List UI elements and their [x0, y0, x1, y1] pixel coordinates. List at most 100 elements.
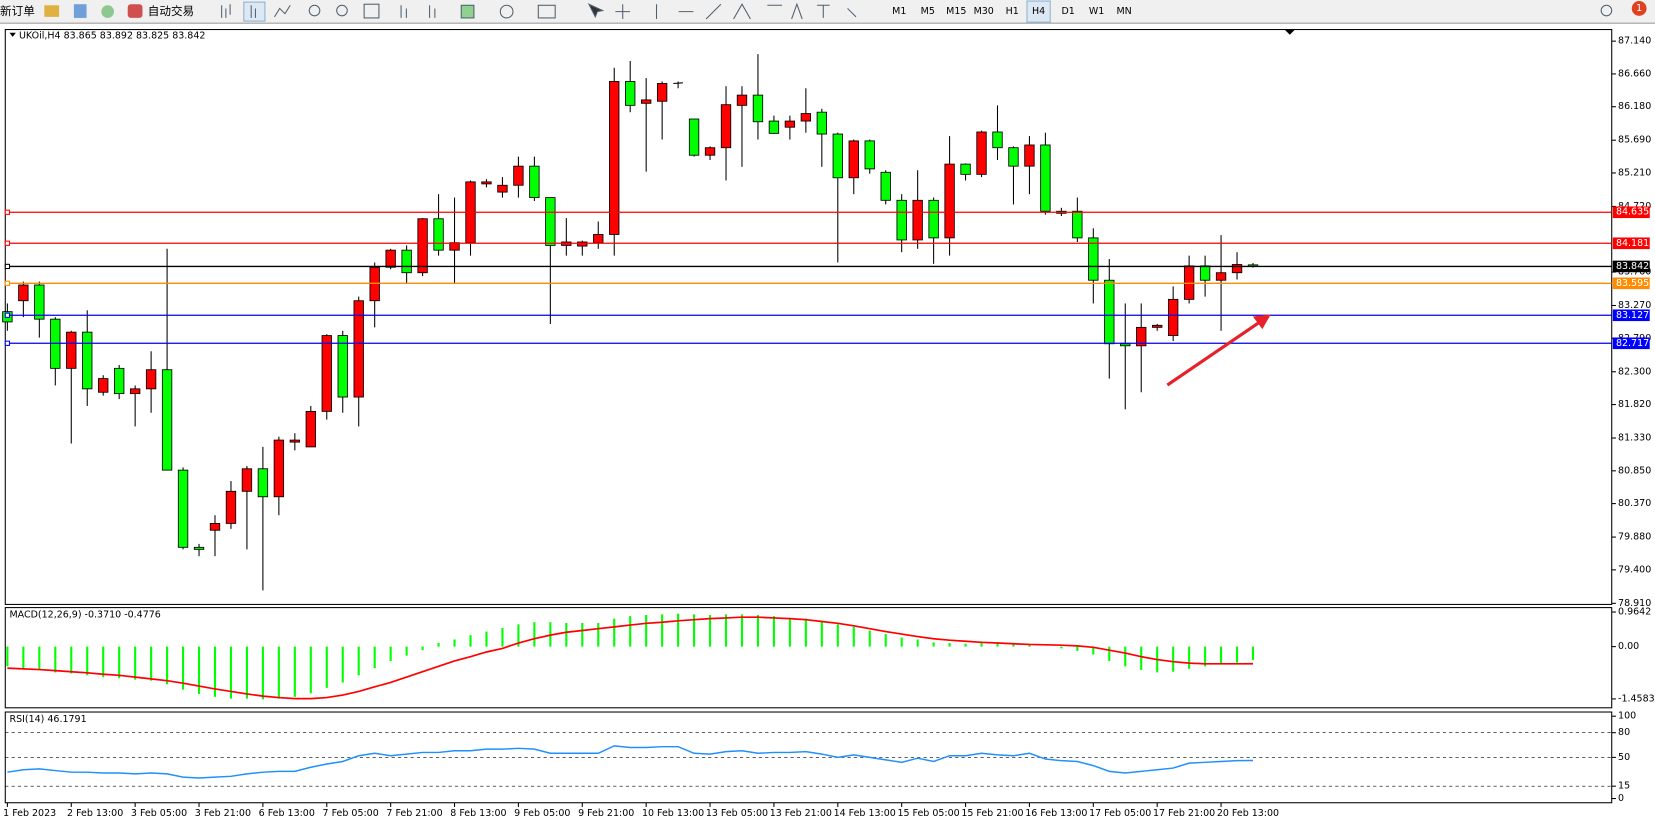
- toolbar-icons: [221, 1, 1613, 22]
- y-tick-label: 80.370: [1618, 498, 1651, 509]
- candle-body: [625, 81, 636, 106]
- x-tick-label: 7 Feb 21:00: [386, 808, 442, 819]
- candle-body: [1183, 265, 1195, 300]
- timeframe-button[interactable]: MN: [1116, 6, 1131, 17]
- y-tick-label: 83.270: [1618, 300, 1651, 311]
- symbol-menu[interactable]: [9, 32, 16, 37]
- icon[interactable]: [243, 1, 266, 22]
- candle-body: [161, 369, 173, 471]
- icon[interactable]: [537, 4, 556, 19]
- candle-body: [976, 131, 987, 175]
- timeframe-button[interactable]: D1: [1061, 6, 1074, 17]
- x-tick-label: 9 Feb 21:00: [578, 808, 634, 819]
- icon[interactable]: [308, 4, 321, 17]
- candle-body: [321, 335, 332, 412]
- new-order-button[interactable]: 新订单: [0, 4, 35, 18]
- level-handle: [4, 340, 11, 346]
- candle-body: [1104, 279, 1115, 345]
- y-tick-label: 80.850: [1618, 465, 1651, 476]
- icon[interactable]: [250, 5, 256, 18]
- candle-body: [609, 81, 620, 235]
- level-label-box: [1612, 277, 1650, 290]
- candle-body: [513, 165, 524, 186]
- timeframe-button[interactable]: M30: [974, 6, 994, 17]
- candle-body: [82, 331, 93, 390]
- x-tick-label: 13 Feb 05:00: [706, 808, 768, 819]
- candle-body: [34, 284, 45, 320]
- candle-body: [1040, 144, 1051, 212]
- level-label-box: [1612, 309, 1650, 322]
- candle-body: [273, 439, 285, 498]
- icon[interactable]: [655, 2, 857, 20]
- candle-body: [688, 118, 700, 156]
- icon[interactable]: [400, 5, 407, 18]
- candle-body: [848, 140, 859, 179]
- icon[interactable]: [101, 5, 114, 18]
- level-handle: [4, 209, 11, 215]
- icon[interactable]: [615, 4, 631, 19]
- candle-body: [145, 369, 157, 390]
- icon[interactable]: [460, 4, 475, 19]
- candle-body: [1167, 298, 1179, 336]
- candle-body: [752, 94, 764, 123]
- y-tick-label: 50: [1618, 752, 1630, 763]
- candle-body: [177, 469, 189, 548]
- x-tick-label: 3 Feb 05:00: [131, 808, 187, 819]
- auto-trade-icon[interactable]: [127, 4, 143, 18]
- macd-panel: [4, 607, 1613, 709]
- candle-body: [129, 388, 141, 395]
- candle-body: [209, 522, 221, 531]
- candle-body: [896, 199, 907, 241]
- candle-body: [98, 378, 109, 393]
- timeframe-button[interactable]: M15: [946, 6, 966, 17]
- candle-body: [1215, 272, 1227, 281]
- timeframe-button[interactable]: W1: [1089, 6, 1104, 17]
- icon[interactable]: [499, 4, 514, 19]
- annotation-arrow: [1166, 318, 1265, 387]
- icon[interactable]: [273, 4, 291, 18]
- main-panel: [4, 29, 1613, 605]
- candle-body: [1072, 210, 1083, 239]
- notification-count: 1: [1636, 3, 1642, 14]
- candle-body: [1008, 147, 1019, 167]
- x-tick-label: 13 Feb 21:00: [770, 808, 832, 819]
- candle-body: [960, 163, 971, 175]
- y-tick-label: 86.660: [1618, 68, 1651, 79]
- y-tick-label: 85.210: [1618, 167, 1651, 178]
- icon[interactable]: [44, 5, 60, 17]
- timeframe-button[interactable]: H1: [1006, 6, 1019, 17]
- candle-body: [720, 104, 732, 149]
- timeframe-button[interactable]: M5: [921, 6, 935, 17]
- candle-body: [529, 165, 540, 198]
- icon[interactable]: [429, 5, 436, 18]
- x-tick-label: 9 Feb 05:00: [514, 808, 570, 819]
- candle-body: [337, 335, 348, 398]
- notification-badge[interactable]: [1631, 1, 1647, 16]
- icon[interactable]: [336, 4, 348, 17]
- icon[interactable]: [587, 3, 605, 19]
- candle-body: [1120, 343, 1131, 347]
- x-tick-label: 7 Feb 05:00: [323, 808, 379, 819]
- level-label-box: [1612, 206, 1650, 219]
- x-tick-label: 6 Feb 13:00: [259, 808, 315, 819]
- icon[interactable]: [73, 4, 87, 18]
- auto-trade-button[interactable]: 自动交易: [148, 4, 194, 18]
- timeframe-button[interactable]: H4: [1032, 6, 1045, 17]
- y-tick-label: 87.140: [1618, 36, 1651, 47]
- candle-body: [1231, 264, 1243, 274]
- y-tick-label: 82.300: [1618, 366, 1651, 377]
- x-tick-label: 16 Feb 13:00: [1025, 808, 1087, 819]
- candle-body: [816, 111, 828, 135]
- icon[interactable]: [363, 3, 380, 19]
- candle-body: [193, 546, 205, 550]
- timeframe-button[interactable]: M1: [892, 6, 906, 17]
- level-handle: [4, 240, 11, 246]
- search-icon[interactable]: [1600, 4, 1613, 17]
- level-label-box: [1612, 337, 1650, 350]
- x-tick-label: 20 Feb 13:00: [1217, 808, 1279, 819]
- icon[interactable]: [221, 4, 231, 18]
- candle-body: [1024, 144, 1035, 167]
- level-label-box: [1612, 260, 1650, 273]
